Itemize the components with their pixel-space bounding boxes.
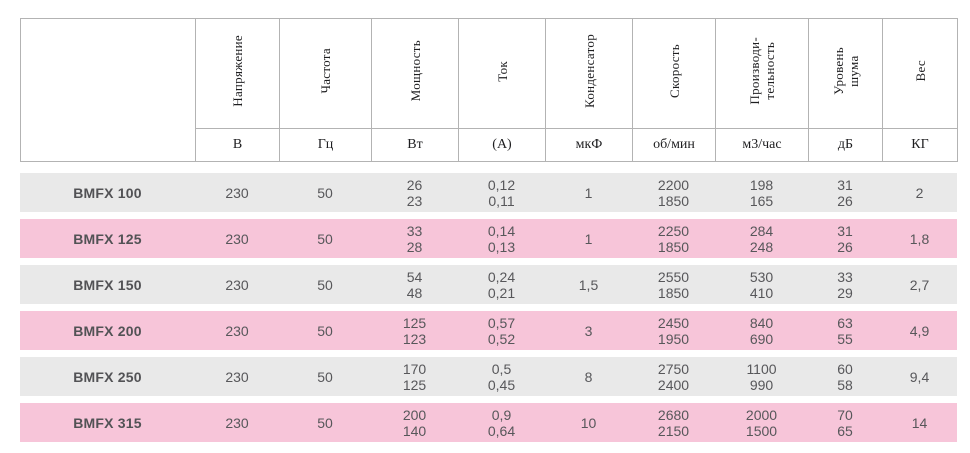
column-header-noise: Уровень шума — [808, 18, 883, 129]
spec-table-body: BMFX 100 230 50 26 23 0,12 0,11 1 2200 1850… — [20, 173, 957, 449]
cell-frequency: 50 — [317, 230, 333, 247]
cell-power: 26 23 — [406, 176, 423, 209]
column-label: Уровень шума — [830, 47, 861, 95]
cell-speed: 2750 2400 — [657, 360, 690, 393]
cell-noise: 63 55 — [837, 314, 853, 347]
unit-current: (А) — [458, 128, 546, 162]
column-header-airflow: Производи- тельность — [715, 18, 809, 129]
cell-weight: 1,8 — [909, 230, 930, 247]
cell-noise: 60 58 — [837, 360, 853, 393]
cell-airflow: 284 248 — [749, 222, 774, 255]
cell-weight: 2,7 — [909, 276, 930, 293]
table-row: BMFX 250 230 50 170 125 0,5 0,45 8 2750 240… — [20, 357, 957, 396]
cell-airflow: 198 165 — [749, 176, 774, 209]
table-row: BMFX 200 230 50 125 123 0,57 0,52 3 2450 19… — [20, 311, 957, 350]
cell-power: 54 48 — [406, 268, 423, 301]
table-row: BMFX 150 230 50 54 48 0,24 0,21 1,5 2550 18… — [20, 265, 957, 304]
cell-voltage: 230 — [225, 414, 249, 431]
unit-power: Вт — [371, 128, 459, 162]
cell-frequency: 50 — [317, 368, 333, 385]
column-label: Производи- тельность — [747, 37, 777, 105]
column-header-weight: Вес — [882, 18, 958, 129]
column-label: Конденсатор — [581, 34, 597, 108]
column-label: Частота — [318, 48, 333, 94]
column-header-speed: Скорость — [632, 18, 716, 129]
unit-airflow: м3/час — [715, 128, 809, 162]
cell-noise: 31 26 — [837, 176, 853, 209]
cell-capacitor: 10 — [580, 414, 597, 431]
cell-airflow: 840 690 — [749, 314, 774, 347]
cell-weight: 2 — [915, 184, 924, 201]
model-name: BMFX 250 — [73, 368, 142, 385]
column-label: Ток — [494, 60, 510, 82]
model-name: BMFX 100 — [73, 184, 142, 201]
unit-frequency: Гц — [279, 128, 372, 162]
column-header-voltage: Напряжение — [195, 18, 280, 129]
cell-current: 0,9 0,64 — [487, 406, 516, 439]
table-row: BMFX 315 230 50 200 140 0,9 0,64 10 2680 21… — [20, 403, 957, 442]
model-header-cell — [20, 18, 196, 162]
cell-frequency: 50 — [317, 414, 333, 431]
table-row: BMFX 100 230 50 26 23 0,12 0,11 1 2200 1850… — [20, 173, 957, 212]
cell-power: 33 28 — [406, 222, 423, 255]
cell-speed: 2680 2150 — [657, 406, 690, 439]
cell-speed: 2200 1850 — [657, 176, 690, 209]
cell-weight: 14 — [911, 414, 928, 431]
unit-voltage: В — [195, 128, 280, 162]
cell-noise: 31 26 — [837, 222, 853, 255]
cell-power: 200 140 — [402, 406, 427, 439]
cell-current: 0,14 0,13 — [487, 222, 516, 255]
unit-speed: об/мин — [632, 128, 716, 162]
cell-power: 125 123 — [402, 314, 427, 347]
cell-current: 0,12 0,11 — [487, 176, 516, 209]
spec-table-header: Напряжение Частота Мощность Ток Конденса… — [20, 18, 958, 162]
column-label: Мощность — [407, 40, 423, 102]
cell-capacitor: 1,5 — [578, 276, 599, 293]
cell-speed: 2250 1850 — [657, 222, 690, 255]
cell-frequency: 50 — [317, 276, 333, 293]
cell-voltage: 230 — [225, 368, 249, 385]
cell-noise: 33 29 — [837, 268, 853, 301]
cell-airflow: 1100 990 — [746, 360, 777, 393]
cell-capacitor: 3 — [584, 322, 593, 339]
cell-power: 170 125 — [402, 360, 427, 393]
model-name: BMFX 125 — [73, 230, 142, 247]
model-name: BMFX 315 — [73, 414, 142, 431]
cell-frequency: 50 — [317, 322, 333, 339]
model-name: BMFX 150 — [73, 276, 142, 293]
cell-capacitor: 1 — [584, 184, 593, 201]
table-row: BMFX 125 230 50 33 28 0,14 0,13 1 2250 1850… — [20, 219, 957, 258]
cell-voltage: 230 — [225, 276, 249, 293]
cell-speed: 2450 1950 — [657, 314, 690, 347]
cell-current: 0,5 0,45 — [487, 360, 516, 393]
cell-voltage: 230 — [225, 322, 249, 339]
cell-capacitor: 1 — [584, 230, 593, 247]
cell-frequency: 50 — [317, 184, 333, 201]
column-header-current: Ток — [458, 18, 546, 129]
unit-capacitor: мкФ — [545, 128, 633, 162]
column-label: Вес — [912, 60, 928, 82]
cell-voltage: 230 — [225, 230, 249, 247]
column-header-capacitor: Конденсатор — [545, 18, 633, 129]
cell-weight: 4,9 — [909, 322, 930, 339]
cell-capacitor: 8 — [584, 368, 593, 385]
cell-airflow: 530 410 — [749, 268, 774, 301]
cell-current: 0,24 0,21 — [487, 268, 516, 301]
cell-voltage: 230 — [225, 184, 249, 201]
cell-noise: 70 65 — [837, 406, 853, 439]
cell-speed: 2550 1850 — [657, 268, 690, 301]
column-header-frequency: Частота — [279, 18, 372, 129]
cell-airflow: 2000 1500 — [745, 406, 778, 439]
unit-noise: дБ — [808, 128, 883, 162]
cell-weight: 9,4 — [909, 368, 930, 385]
column-header-power: Мощность — [371, 18, 459, 129]
column-label: Напряжение — [230, 35, 245, 107]
model-name: BMFX 200 — [73, 322, 142, 339]
unit-weight: КГ — [882, 128, 958, 162]
cell-current: 0,57 0,52 — [487, 314, 516, 347]
column-label: Скорость — [666, 44, 682, 98]
